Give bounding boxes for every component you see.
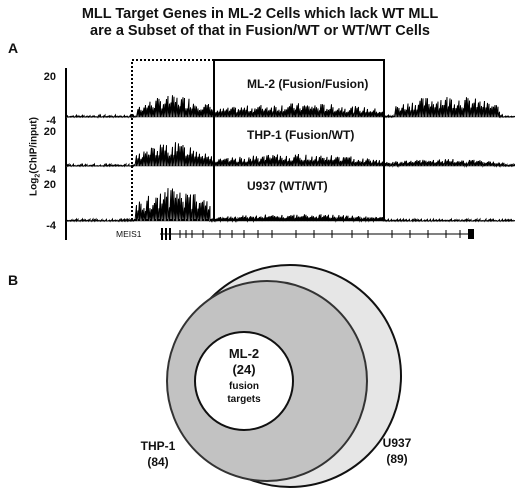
- venn-u937-name: U937: [382, 436, 412, 450]
- venn-ml2-count: (24): [232, 362, 256, 377]
- track1-ymax: 20: [43, 71, 56, 83]
- panel-b-letter: B: [8, 272, 19, 288]
- venn-ml2-name: ML-2: [228, 346, 260, 361]
- venn-thp1-count: (84): [147, 455, 169, 469]
- figure-title-line1: MLL Target Genes in ML-2 Cells which lac…: [81, 6, 439, 22]
- gene-model-exons: [161, 228, 461, 240]
- gene-model-end-block: [468, 229, 474, 239]
- track1-ymin: -4: [46, 115, 56, 127]
- venn-ml2-circle: [194, 331, 294, 431]
- track3-label: U937 (WT/WT): [247, 179, 328, 193]
- track1-signal: [65, 95, 515, 119]
- track3-ymax: 20: [43, 179, 56, 191]
- track2-ymin: -4: [46, 164, 56, 176]
- gene-label: MEIS1: [116, 229, 142, 239]
- venn-u937-count: (89): [386, 452, 408, 466]
- venn-ml2-note-line1: fusion: [229, 381, 259, 392]
- venn-ml2-note-line2: targets: [227, 394, 261, 405]
- track2-ymax: 20: [43, 126, 56, 138]
- panel-a-letter: A: [8, 40, 19, 56]
- track2-label: THP-1 (Fusion/WT): [247, 128, 355, 142]
- venn-thp1-name: THP-1: [140, 439, 176, 453]
- track2-signal: [65, 142, 515, 168]
- figure-title-line2: are a Subset of that in Fusion/WT or WT/…: [90, 23, 430, 39]
- track3-ymin: -4: [46, 220, 56, 232]
- gene-body-solid-box: [213, 59, 385, 221]
- track1-label: ML-2 (Fusion/Fusion): [247, 77, 369, 91]
